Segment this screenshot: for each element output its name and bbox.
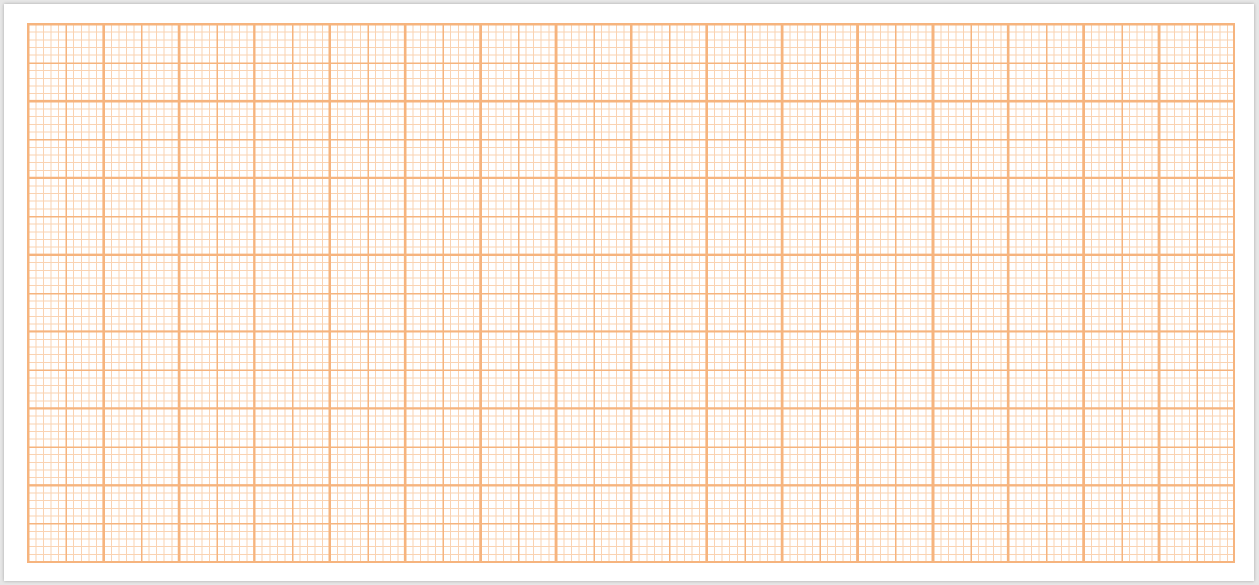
graph-paper-grid: [27, 23, 1235, 563]
graph-paper-sheet: [4, 4, 1254, 581]
major-grid-lines: [27, 23, 1235, 563]
